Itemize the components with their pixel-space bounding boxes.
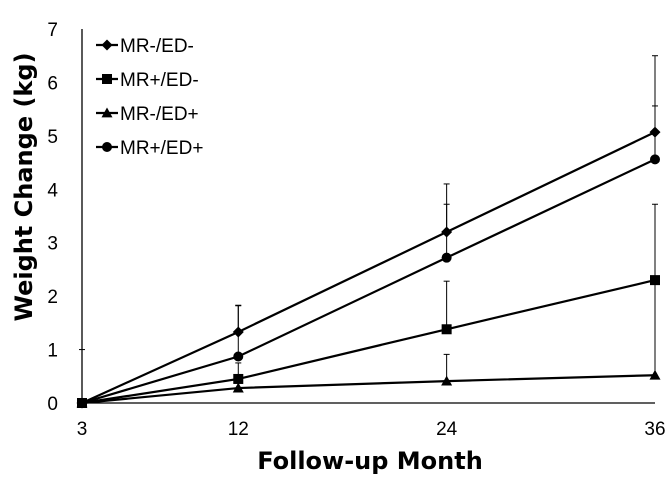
- legend-label: MR+/ED-: [120, 70, 199, 91]
- x-axis-title: Follow-up Month: [257, 447, 483, 475]
- marker-diamond: [101, 39, 113, 51]
- marker-square: [441, 324, 452, 335]
- marker-triangle: [101, 107, 113, 118]
- marker-triangle: [232, 382, 244, 393]
- marker-triangle: [649, 369, 661, 380]
- y-tick-label: 2: [47, 287, 58, 308]
- marker-square: [233, 373, 244, 384]
- y-axis-title: Weight Change (kg): [10, 52, 38, 321]
- axes: [81, 29, 655, 404]
- marker-circle: [77, 398, 87, 408]
- marker-circle: [650, 154, 660, 165]
- marker-circle: [102, 142, 112, 152]
- y-tick-label: 1: [47, 341, 58, 362]
- y-tick-labels: 0 1 2 3 4 5 6 7: [47, 20, 58, 415]
- data-markers: [76, 126, 661, 409]
- x-tick-labels: 3 12 24 36: [77, 419, 666, 440]
- legend-label: MR+/ED+: [120, 138, 203, 159]
- series-line: [81, 131, 656, 405]
- marker-square: [650, 275, 660, 286]
- legend-label: MR-/ED-: [120, 36, 194, 57]
- marker-diamond: [649, 126, 661, 138]
- y-tick-label: 6: [47, 73, 58, 94]
- x-tick-label: 36: [644, 419, 665, 440]
- marker-circle: [233, 351, 244, 362]
- y-tick-label: 7: [47, 20, 58, 41]
- legend-label: MR-/ED+: [120, 104, 199, 125]
- marker-triangle: [441, 375, 453, 386]
- marker-diamond: [232, 326, 244, 338]
- marker-square: [102, 74, 112, 84]
- y-tick-label: 5: [47, 127, 58, 148]
- y-tick-label: 0: [47, 394, 58, 415]
- x-tick-label: 3: [77, 419, 88, 440]
- series-line: [81, 158, 656, 405]
- y-tick-label: 3: [47, 234, 58, 255]
- series-lines: [81, 131, 656, 405]
- marker-diamond: [441, 226, 453, 238]
- series-line: [81, 374, 656, 405]
- y-tick-label: 4: [47, 180, 58, 201]
- x-tick-label: 24: [436, 419, 458, 440]
- x-tick-label: 12: [228, 419, 249, 440]
- series-line: [81, 279, 656, 405]
- marker-circle: [441, 252, 452, 263]
- legend: MR-/ED- MR+/ED- MR-/ED+ MR+/ED+: [96, 36, 203, 159]
